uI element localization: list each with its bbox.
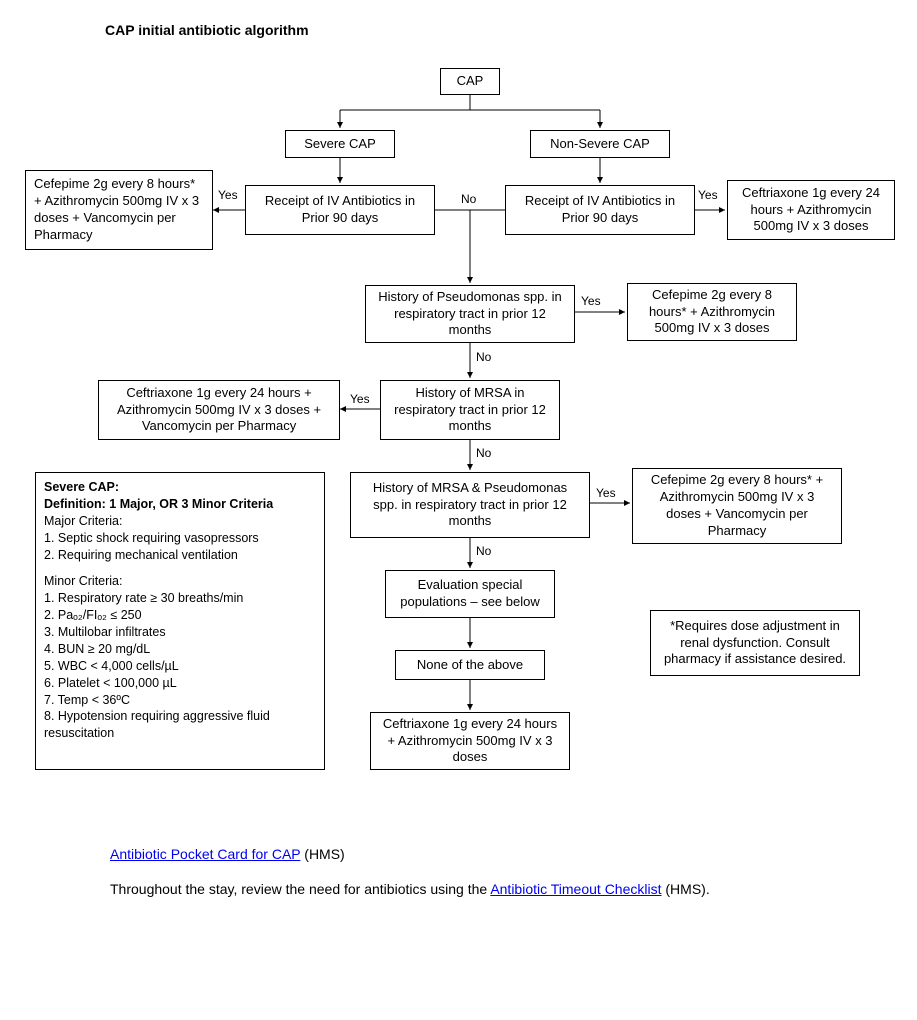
node-both: History of MRSA & Pseudomonas spp. in re… [350, 472, 590, 538]
footer-prefix-2: Throughout the stay, review the need for… [110, 881, 490, 897]
node-out-right-top: Ceftriaxone 1g every 24 hours + Azithrom… [727, 180, 895, 240]
criteria-header-1: Severe CAP: [44, 479, 316, 496]
criteria-major-item: 2. Requiring mechanical ventilation [44, 547, 316, 564]
criteria-minor-item: 4. BUN ≥ 20 mg/dL [44, 641, 316, 658]
node-rx-severe: Receipt of IV Antibiotics in Prior 90 da… [245, 185, 435, 235]
node-out-both: Cefepime 2g every 8 hours* + Azithromyci… [632, 468, 842, 544]
timeout-checklist-link[interactable]: Antibiotic Timeout Checklist [490, 881, 661, 897]
node-pseudo: History of Pseudomonas spp. in respirato… [365, 285, 575, 343]
node-none: None of the above [395, 650, 545, 680]
node-mrsa: History of MRSA in respiratory tract in … [380, 380, 560, 440]
criteria-minor-title: Minor Criteria: [44, 573, 316, 590]
footer-suffix-2: (HMS). [662, 881, 710, 897]
page-title: CAP initial antibiotic algorithm [105, 22, 309, 38]
criteria-minor-item: 2. Paₒ₂/FIₒ₂ ≤ 250 [44, 607, 316, 624]
criteria-header-2: Definition: 1 Major, OR 3 Minor Criteria [44, 496, 316, 513]
edge-label-no: No [476, 446, 491, 460]
criteria-minor-item: 8. Hypotension requiring aggressive flui… [44, 708, 316, 742]
pocket-card-link[interactable]: Antibiotic Pocket Card for CAP [110, 846, 300, 862]
severe-cap-criteria: Severe CAP: Definition: 1 Major, OR 3 Mi… [35, 472, 325, 770]
edge-label-yes: Yes [218, 188, 238, 202]
flowchart-canvas: CAP initial antibiotic algorithm [20, 20, 897, 980]
node-eval: Evaluation special populations – see bel… [385, 570, 555, 618]
footer-line-1: Antibiotic Pocket Card for CAP (HMS) [110, 845, 345, 865]
node-out-left-top: Cefepime 2g every 8 hours* + Azithromyci… [25, 170, 213, 250]
criteria-minor-item: 3. Multilobar infiltrates [44, 624, 316, 641]
edge-label-yes: Yes [596, 486, 616, 500]
node-severe: Severe CAP [285, 130, 395, 158]
node-rx-nonsevere: Receipt of IV Antibiotics in Prior 90 da… [505, 185, 695, 235]
criteria-major-title: Major Criteria: [44, 513, 316, 530]
node-renal-note: *Requires dose adjustment in renal dysfu… [650, 610, 860, 676]
criteria-minor-item: 6. Platelet < 100,000 µL [44, 675, 316, 692]
node-final: Ceftriaxone 1g every 24 hours + Azithrom… [370, 712, 570, 770]
criteria-minor-item: 5. WBC < 4,000 cells/µL [44, 658, 316, 675]
node-out-mrsa: Ceftriaxone 1g every 24 hours + Azithrom… [98, 380, 340, 440]
edge-label-yes: Yes [581, 294, 601, 308]
footer-line-2: Throughout the stay, review the need for… [110, 880, 830, 900]
edge-label-no: No [476, 350, 491, 364]
footer-suffix-1: (HMS) [300, 846, 344, 862]
edge-label-yes: Yes [698, 188, 718, 202]
criteria-major-item: 1. Septic shock requiring vasopressors [44, 530, 316, 547]
node-nonsevere: Non-Severe CAP [530, 130, 670, 158]
criteria-minor-item: 7. Temp < 36ºC [44, 692, 316, 709]
node-cap: CAP [440, 68, 500, 95]
criteria-minor-item: 1. Respiratory rate ≥ 30 breaths/min [44, 590, 316, 607]
edge-label-no: No [476, 544, 491, 558]
edge-label-yes: Yes [350, 392, 370, 406]
edge-label-no: No [461, 192, 476, 206]
node-out-pseudo: Cefepime 2g every 8 hours* + Azithromyci… [627, 283, 797, 341]
